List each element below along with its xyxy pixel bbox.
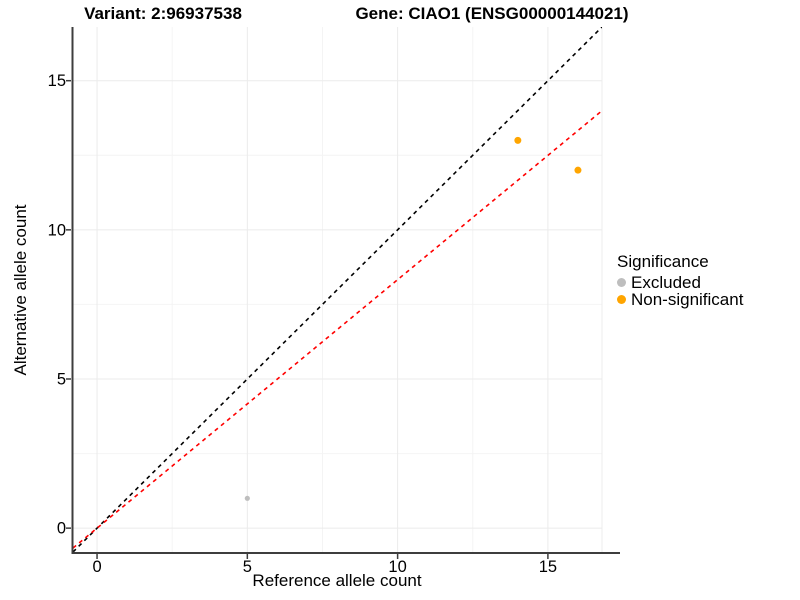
allelic-ratio-fit-line	[73, 110, 602, 549]
y-axis-title: Alternative allele count	[11, 204, 30, 376]
x-tick-label: 10	[388, 558, 406, 576]
legend-entry-label: Excluded	[631, 273, 701, 292]
data-point-non-significant	[514, 136, 522, 144]
x-axis-title: Reference allele count	[252, 571, 422, 590]
gene-title: Gene: CIAO1 (ENSG00000144021)	[355, 4, 629, 23]
legend: Significance Excluded Non-significant	[617, 252, 743, 308]
y-tick-label: 15	[48, 72, 66, 90]
y-tick-label: 10	[48, 221, 66, 239]
legend-entry: Excluded	[617, 274, 743, 291]
x-tick-label: 5	[243, 558, 252, 576]
data-point-excluded	[244, 495, 250, 501]
x-tick-label: 15	[539, 558, 557, 576]
y-tick-label: 5	[57, 370, 66, 388]
data-point-non-significant	[574, 166, 582, 174]
variant-title: Variant: 2:96937538	[84, 4, 242, 23]
legend-entries: Excluded Non-significant	[617, 274, 743, 308]
legend-title: Significance	[617, 252, 709, 271]
legend-dot-icon	[617, 295, 626, 304]
identity-line	[73, 27, 602, 552]
legend-dot-icon	[617, 278, 626, 287]
legend-entry-label: Non-significant	[631, 290, 744, 309]
legend-entry: Non-significant	[617, 291, 743, 308]
x-tick-label: 0	[92, 558, 101, 576]
y-tick-label: 0	[57, 520, 66, 538]
